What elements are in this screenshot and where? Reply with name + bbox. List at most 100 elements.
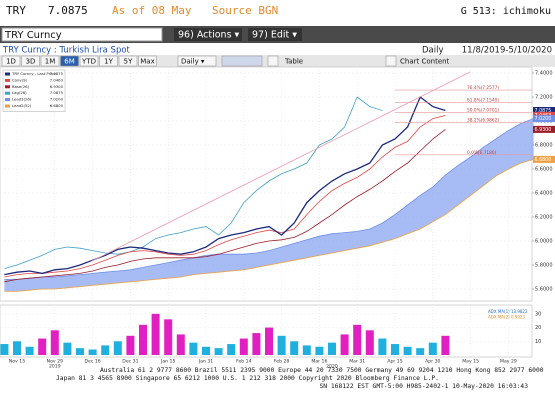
bar bbox=[302, 345, 311, 355]
legend-label: Lead1(26) bbox=[12, 97, 32, 102]
bar bbox=[441, 335, 450, 355]
period-label[interactable]: 1Y bbox=[104, 58, 113, 66]
bar bbox=[189, 342, 198, 355]
legend-swatch bbox=[5, 98, 10, 102]
bar bbox=[76, 348, 84, 355]
security-input[interactable] bbox=[1, 27, 163, 42]
bar bbox=[25, 346, 34, 355]
legend-label: Lag(26) bbox=[12, 90, 27, 95]
content-icon[interactable] bbox=[385, 55, 397, 67]
frequency: Daily bbox=[422, 46, 444, 56]
footer-line: Japan 81 3 4565 8900 Singapore 65 6212 1… bbox=[56, 375, 439, 382]
legend-box bbox=[2, 69, 66, 112]
period-label[interactable]: 1M bbox=[45, 58, 56, 66]
legend-label: TRY Curncy - Last Price bbox=[11, 71, 56, 76]
series-line bbox=[4, 159, 534, 292]
period-button[interactable] bbox=[79, 55, 99, 67]
edit-button[interactable] bbox=[248, 28, 302, 41]
period-label[interactable]: YTD bbox=[81, 58, 96, 66]
y-tick-label: 7.4000 bbox=[535, 71, 553, 77]
bar bbox=[38, 338, 47, 355]
x-tick-label: Mar 31 bbox=[349, 359, 365, 365]
legend-swatch bbox=[5, 91, 10, 95]
x-tick-label: Feb 14 bbox=[236, 359, 252, 365]
legend-swatch bbox=[5, 104, 10, 108]
period-button[interactable] bbox=[21, 55, 40, 67]
period-button[interactable] bbox=[60, 55, 79, 67]
x-tick-label: May 29 bbox=[500, 359, 517, 365]
bar bbox=[63, 342, 72, 355]
legend-swatch bbox=[5, 78, 10, 82]
x-tick-label: Apr 30 bbox=[425, 359, 440, 365]
period-label[interactable]: 1D bbox=[6, 58, 16, 66]
legend-label: Base(26) bbox=[12, 84, 30, 89]
x-tick-label: Jan 15 bbox=[160, 359, 175, 365]
x-tick-label: Apr 15 bbox=[387, 359, 402, 365]
lower-legend: ADX MA(2) 0.9923 bbox=[488, 315, 525, 320]
period-label[interactable]: 6M bbox=[64, 58, 75, 66]
legend-value: 7.0875 bbox=[50, 90, 64, 95]
bar bbox=[239, 338, 248, 355]
security: TRY Curncy bbox=[4, 30, 62, 41]
actions-button[interactable] bbox=[174, 28, 242, 41]
last-value-box bbox=[533, 155, 555, 163]
period-button[interactable] bbox=[118, 55, 138, 67]
legend-value: 7.0875 bbox=[50, 71, 64, 76]
bar bbox=[202, 346, 210, 355]
period-button[interactable] bbox=[1, 55, 21, 67]
draw-tools[interactable] bbox=[221, 55, 263, 67]
y-tick-label: 6.4000 bbox=[535, 191, 553, 197]
interval-dropdown[interactable] bbox=[177, 55, 217, 67]
series-line bbox=[4, 118, 534, 280]
bar bbox=[428, 342, 437, 355]
bar bbox=[328, 342, 336, 355]
last-value-box bbox=[533, 115, 555, 123]
bar bbox=[416, 348, 425, 355]
bar bbox=[378, 338, 387, 355]
period-buttons: 1D 3D 1M 6M YTD 1Y 5Y Max bbox=[1, 55, 157, 67]
legend-swatch bbox=[5, 85, 10, 89]
y-tick-label: 6.8000 bbox=[535, 143, 553, 149]
lower-legend: ADX MA(1) 13.9822 bbox=[488, 309, 528, 314]
fib-label: 38.2%(6.9862) bbox=[467, 118, 499, 124]
bar bbox=[214, 348, 223, 355]
bar bbox=[290, 341, 299, 355]
period-button[interactable] bbox=[138, 55, 157, 67]
y-tick-label: 10 bbox=[535, 339, 541, 345]
bar bbox=[113, 341, 122, 355]
x-tick-label: Jan 31 bbox=[198, 359, 213, 365]
x-tick-label: Dec 31 bbox=[122, 359, 138, 365]
actions: 96) Actions ▾ bbox=[178, 30, 240, 41]
as-of: As of 08 May bbox=[112, 4, 192, 17]
legend-label: Conv(9) bbox=[12, 77, 28, 82]
legend-label: Lead2(52) bbox=[12, 103, 32, 108]
cloud bbox=[4, 118, 534, 292]
table-icon[interactable] bbox=[267, 55, 279, 67]
x-tick-label: May 15 bbox=[462, 359, 479, 365]
bar bbox=[176, 334, 185, 355]
series-line bbox=[4, 95, 446, 276]
fib-label: 50.0%(7.0701) bbox=[467, 108, 499, 114]
price: 7.0875 bbox=[48, 4, 88, 17]
period-label[interactable]: Max bbox=[140, 58, 154, 66]
period-label[interactable]: 5Y bbox=[124, 58, 133, 66]
period-button[interactable] bbox=[99, 55, 118, 67]
last-value-box bbox=[533, 107, 555, 114]
y-tick-label: 5.6000 bbox=[535, 287, 553, 293]
bar bbox=[340, 334, 349, 355]
last-value-label: 6.9300 bbox=[535, 127, 552, 133]
bar bbox=[101, 345, 110, 355]
chart-content[interactable]: Chart Content bbox=[400, 58, 450, 66]
period-label[interactable]: 3D bbox=[26, 58, 36, 66]
y-tick-label: 20 bbox=[535, 325, 541, 331]
bar bbox=[126, 335, 135, 355]
table[interactable]: Table bbox=[284, 58, 303, 66]
y-tick-label: 6.0000 bbox=[535, 239, 553, 245]
period-button[interactable] bbox=[40, 55, 60, 67]
edit: 97) Edit ▾ bbox=[252, 30, 297, 41]
x-tick-label: Dec 16 bbox=[84, 359, 100, 365]
bar bbox=[265, 327, 273, 355]
interval: Daily ▾ bbox=[181, 58, 205, 66]
bar bbox=[0, 344, 9, 355]
